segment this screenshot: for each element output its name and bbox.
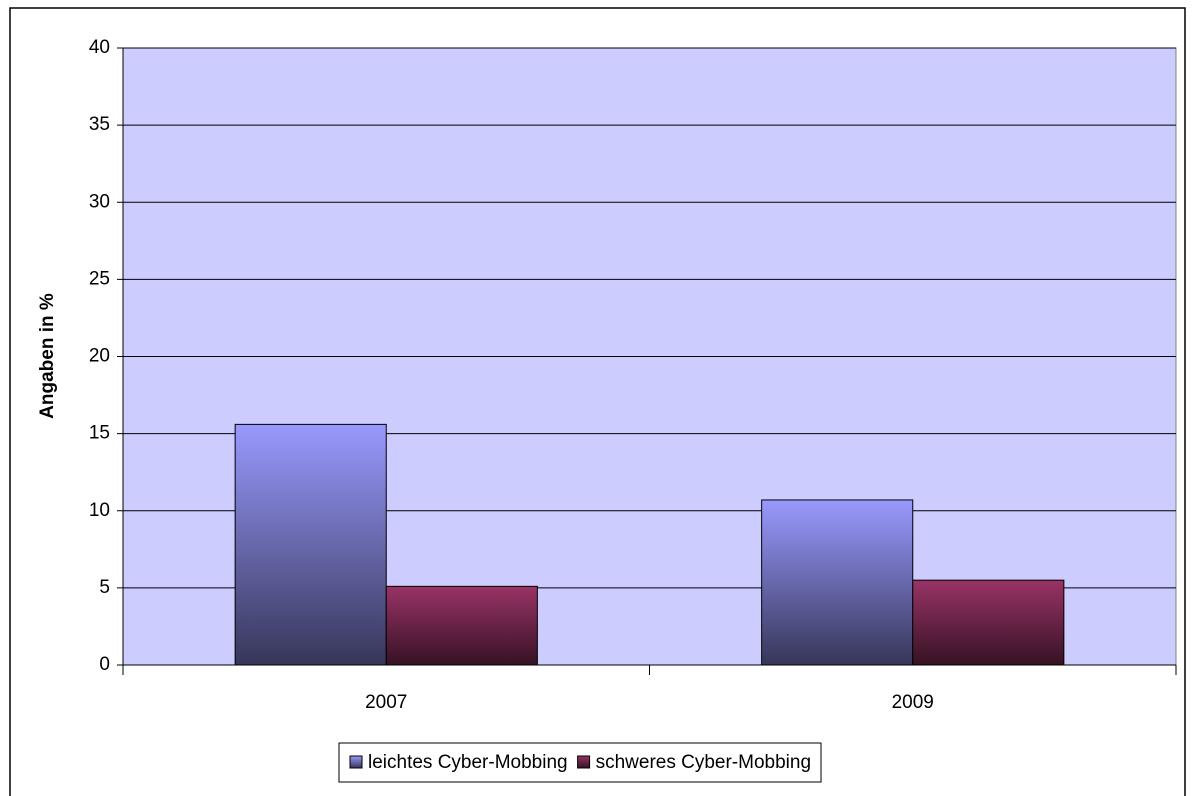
y-tick-label: 20 xyxy=(89,346,110,367)
y-tick-label: 35 xyxy=(89,114,110,135)
bar xyxy=(761,499,914,666)
y-axis-label: Angaben in % xyxy=(37,293,58,419)
legend-label: schweres Cyber-Mobbing xyxy=(596,752,811,773)
y-tick-label: 15 xyxy=(89,423,110,444)
bar xyxy=(385,585,538,666)
y-tick-label: 5 xyxy=(99,577,110,598)
x-tick-label: 2009 xyxy=(892,692,934,713)
x-tick-label: 2007 xyxy=(365,692,407,713)
y-tick-label: 30 xyxy=(89,191,110,212)
y-tick-label: 0 xyxy=(99,654,110,675)
legend-swatch xyxy=(349,755,363,769)
bar xyxy=(912,579,1065,666)
legend-label: leichtes Cyber-Mobbing xyxy=(368,752,568,773)
legend-swatch xyxy=(577,755,591,769)
y-tick-label: 10 xyxy=(89,500,110,521)
y-tick-label: 25 xyxy=(89,268,110,289)
bar xyxy=(234,423,387,666)
y-tick-label: 40 xyxy=(89,37,110,58)
